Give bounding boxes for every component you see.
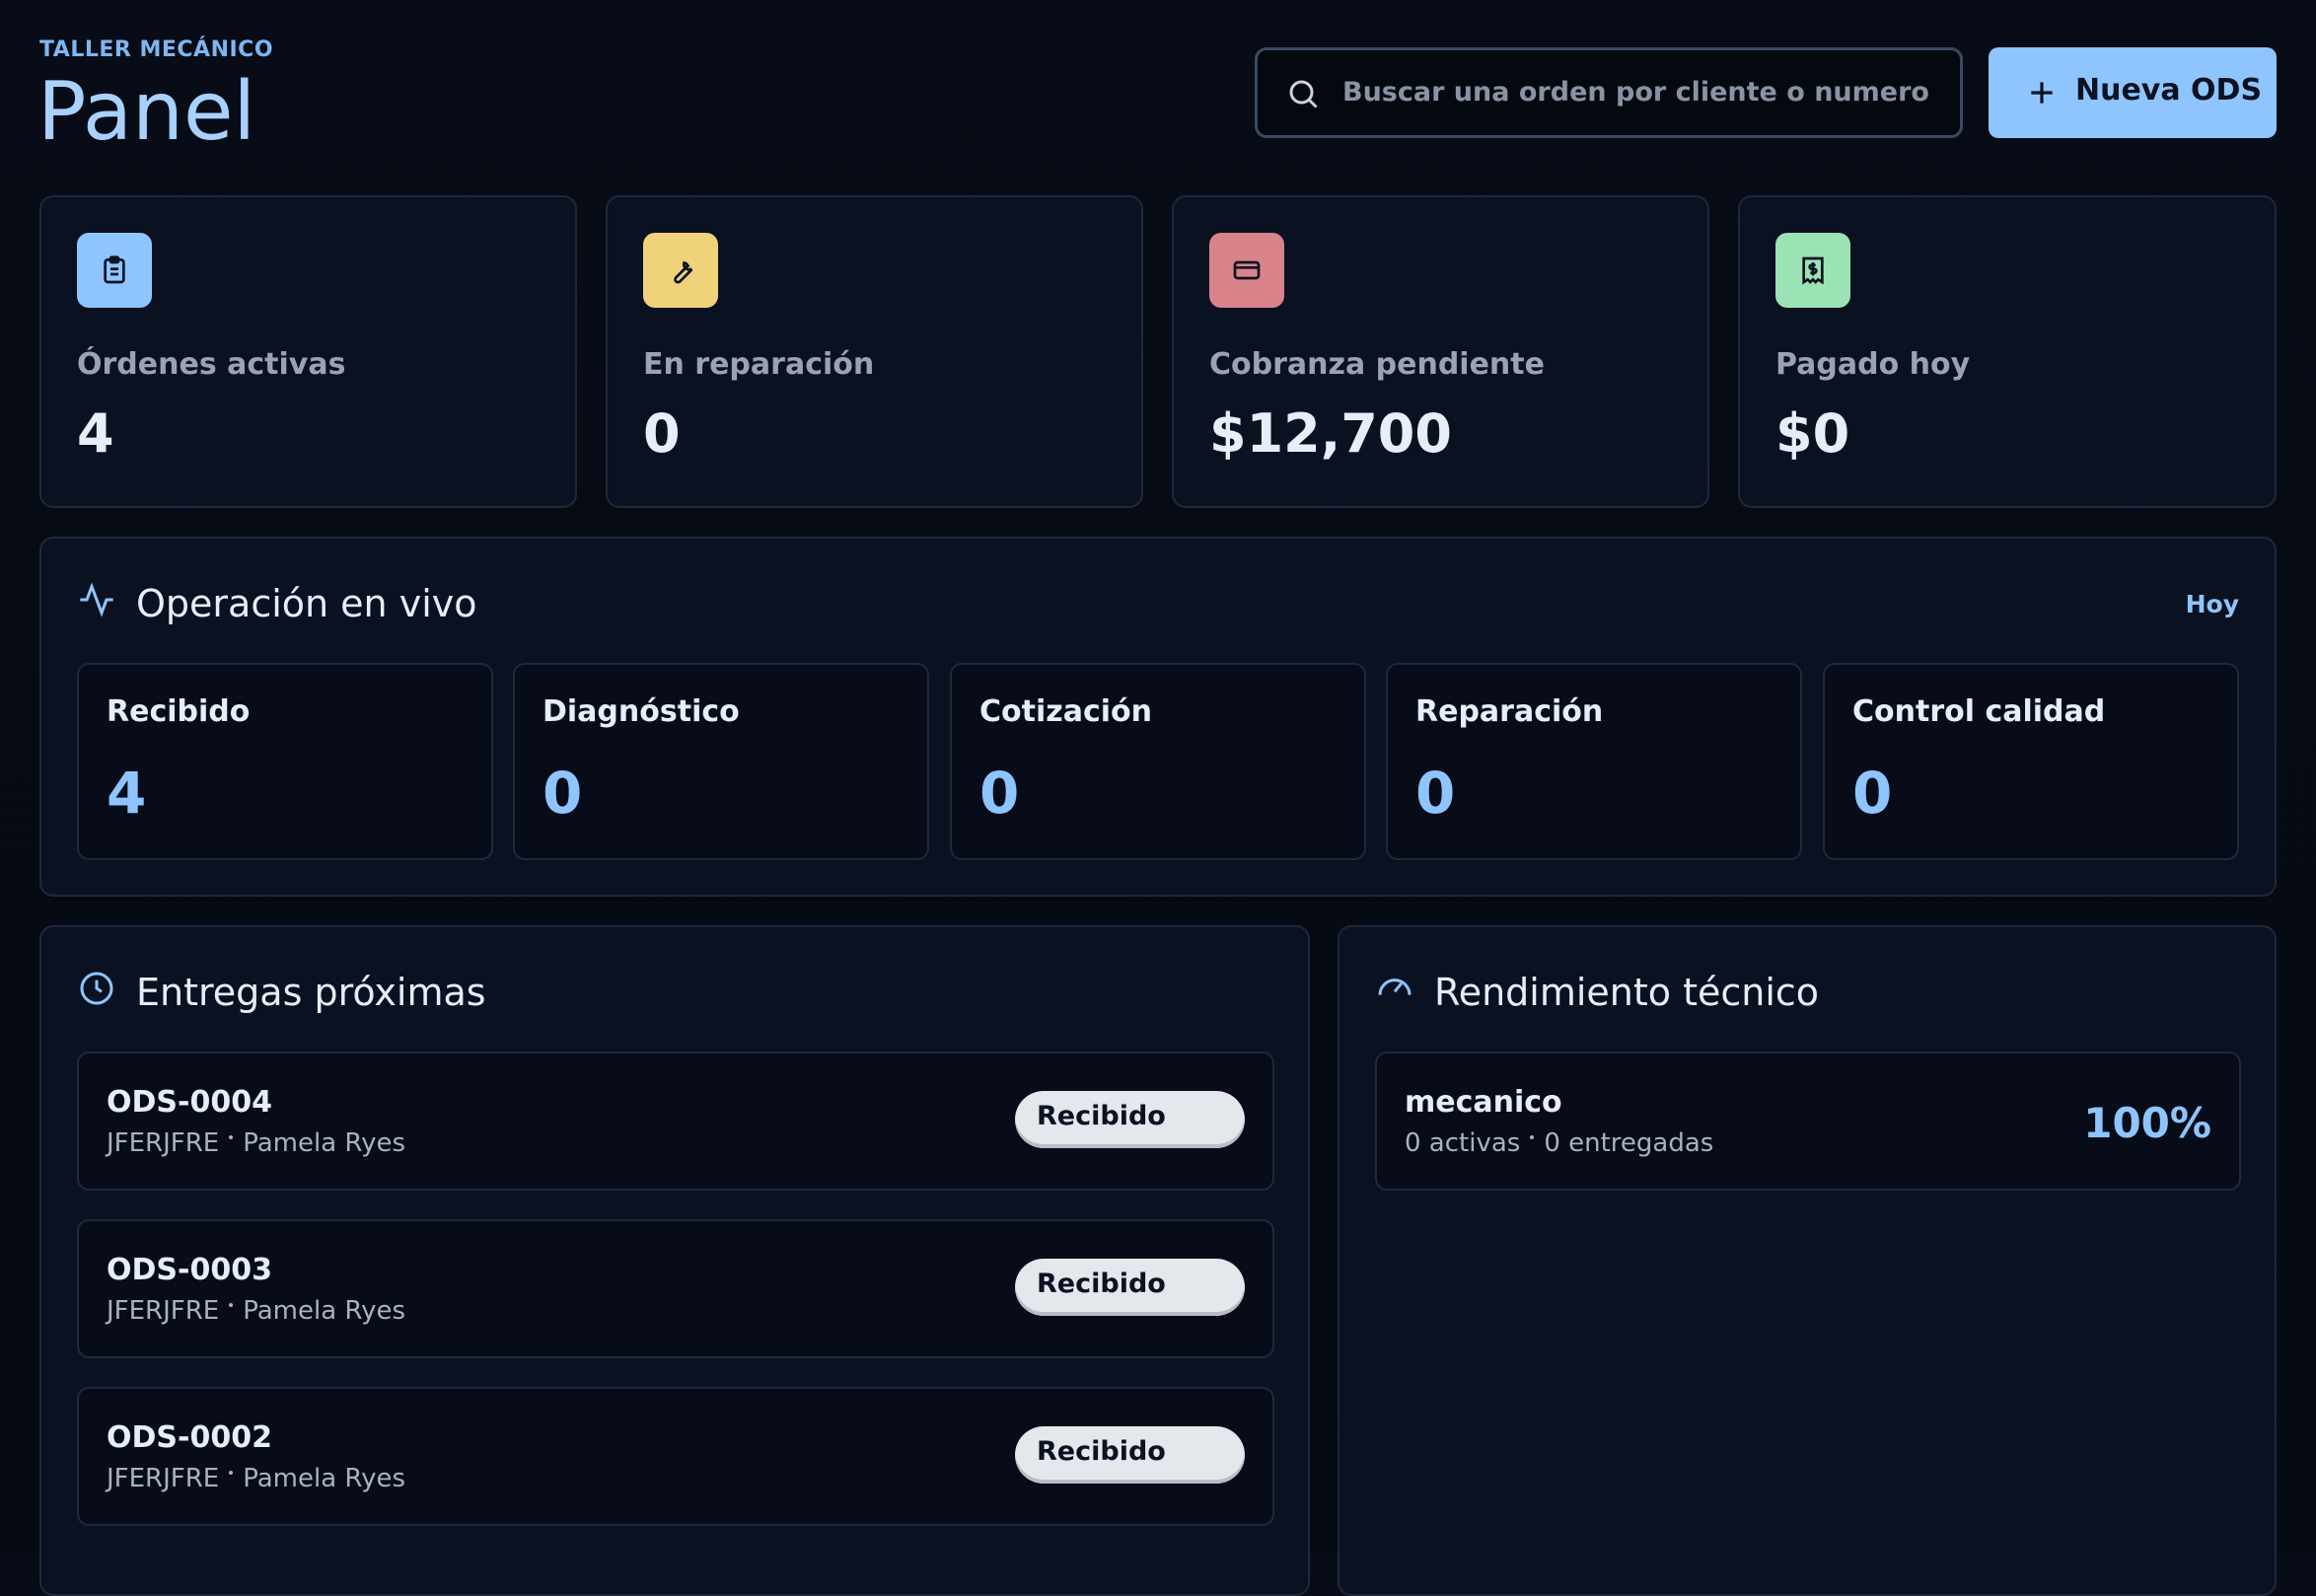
status-pill: Recibido [1015,1091,1245,1148]
status: Recibido [1037,1269,1166,1299]
eyebrow: TALLER MECÁNICO [39,37,274,62]
customer-name: Pamela Ryes [243,1128,405,1158]
status: Recibido [1037,1436,1166,1467]
search-icon [1289,80,1318,109]
stat-label: Cobranza pendiente [1209,347,1545,382]
clock-icon [80,972,113,1005]
stat-icon [77,233,152,308]
stat-value: $0 [1775,402,1850,465]
stage-count: 0 [1852,760,1893,827]
order-id: ODS-0003 [107,1253,272,1287]
customer-name: Pamela Ryes [243,1464,405,1493]
stage-box: Cotización 0 [950,663,1366,860]
button-label: Nueva ODS [2075,73,2263,108]
deliveries-section: Entregas próximas ODS-0004 JFERJFRE Pamel… [39,925,1310,1596]
section-title: Operación en vivo [136,582,477,625]
period-badge: Hoy [2185,590,2239,618]
stage-box: Diagnóstico 0 [513,663,929,860]
stage-box: Reparación 0 [1386,663,1802,860]
status: Recibido [1037,1101,1166,1131]
live-section: Operación en vivo Hoy Recibido 4 Diagnóst… [39,537,2277,897]
separator [229,1471,234,1475]
plus-icon [2031,82,2053,104]
stage-label: Diagnóstico [543,694,740,729]
order-id: ODS-0004 [107,1085,272,1120]
stage-count: 0 [979,760,1020,827]
delivery-item[interactable]: ODS-0003 JFERJFRE Pamela Ryes Recibido [77,1219,1274,1358]
stat-card: Pagado hoy $0 [1738,195,2277,508]
stage-label: Recibido [107,694,251,729]
stat-label: En reparación [643,347,875,382]
section-title: Rendimiento técnico [1434,971,1820,1014]
stage-count: 0 [1415,760,1456,827]
active-count: 0 activas [1405,1128,1521,1158]
client: JFERJFRE [107,1128,220,1158]
stage-label: Reparación [1415,694,1604,729]
stage-box: Control calidad 0 [1823,663,2239,860]
stage-box: Recibido 4 [77,663,493,860]
activity-icon [80,582,113,617]
technician-score: 100% [2083,1099,2211,1147]
stat-icon [1209,233,1284,308]
technician-name: mecanico [1405,1085,1562,1120]
delivered-count: 0 entregadas [1544,1128,1714,1158]
separator [229,1135,234,1139]
section-title: Entregas próximas [136,971,486,1014]
stat-value: $12,700 [1209,402,1452,465]
status-pill: Recibido [1015,1259,1245,1316]
stat-value: 4 [77,402,114,465]
stat-icon [1775,233,1850,308]
client: JFERJFRE [107,1296,220,1326]
technicians-section: Rendimiento técnico mecanico 0 activas 0 … [1338,925,2277,1596]
stat-label: Órdenes activas [77,347,346,382]
customer-name: Pamela Ryes [243,1296,405,1326]
technician-sub: 0 activas 0 entregadas [1405,1128,1713,1158]
search-box[interactable]: Buscar una orden por cliente o numero [1255,47,1963,138]
gauge-icon [1378,979,1411,995]
stat-card: Órdenes activas 4 [39,195,577,508]
new-order-button[interactable]: Nueva ODS [1989,47,2277,138]
delivery-item[interactable]: ODS-0002 JFERJFRE Pamela Ryes Recibido [77,1387,1274,1526]
stat-icon [643,233,718,308]
stat-card: Cobranza pendiente $12,700 [1172,195,1709,508]
page-title: Panel [37,65,256,159]
order-sub: JFERJFRE Pamela Ryes [107,1128,405,1158]
separator [229,1303,234,1307]
delivery-item[interactable]: ODS-0004 JFERJFRE Pamela Ryes Recibido [77,1052,1274,1191]
status-pill: Recibido [1015,1426,1245,1484]
client: JFERJFRE [107,1464,220,1493]
order-id: ODS-0002 [107,1420,272,1455]
stage-label: Cotización [979,694,1152,729]
stage-count: 0 [543,760,583,827]
order-sub: JFERJFRE Pamela Ryes [107,1296,405,1326]
stat-label: Pagado hoy [1775,347,1971,382]
technician-item: mecanico 0 activas 0 entregadas 100% [1375,1052,2241,1191]
stat-card: En reparación 0 [606,195,1143,508]
order-sub: JFERJFRE Pamela Ryes [107,1464,405,1493]
stat-value: 0 [643,402,681,465]
stage-count: 4 [107,760,147,827]
search-placeholder: Buscar una orden por cliente o numero [1342,77,1929,108]
stage-label: Control calidad [1852,694,2106,729]
separator [1530,1135,1535,1139]
